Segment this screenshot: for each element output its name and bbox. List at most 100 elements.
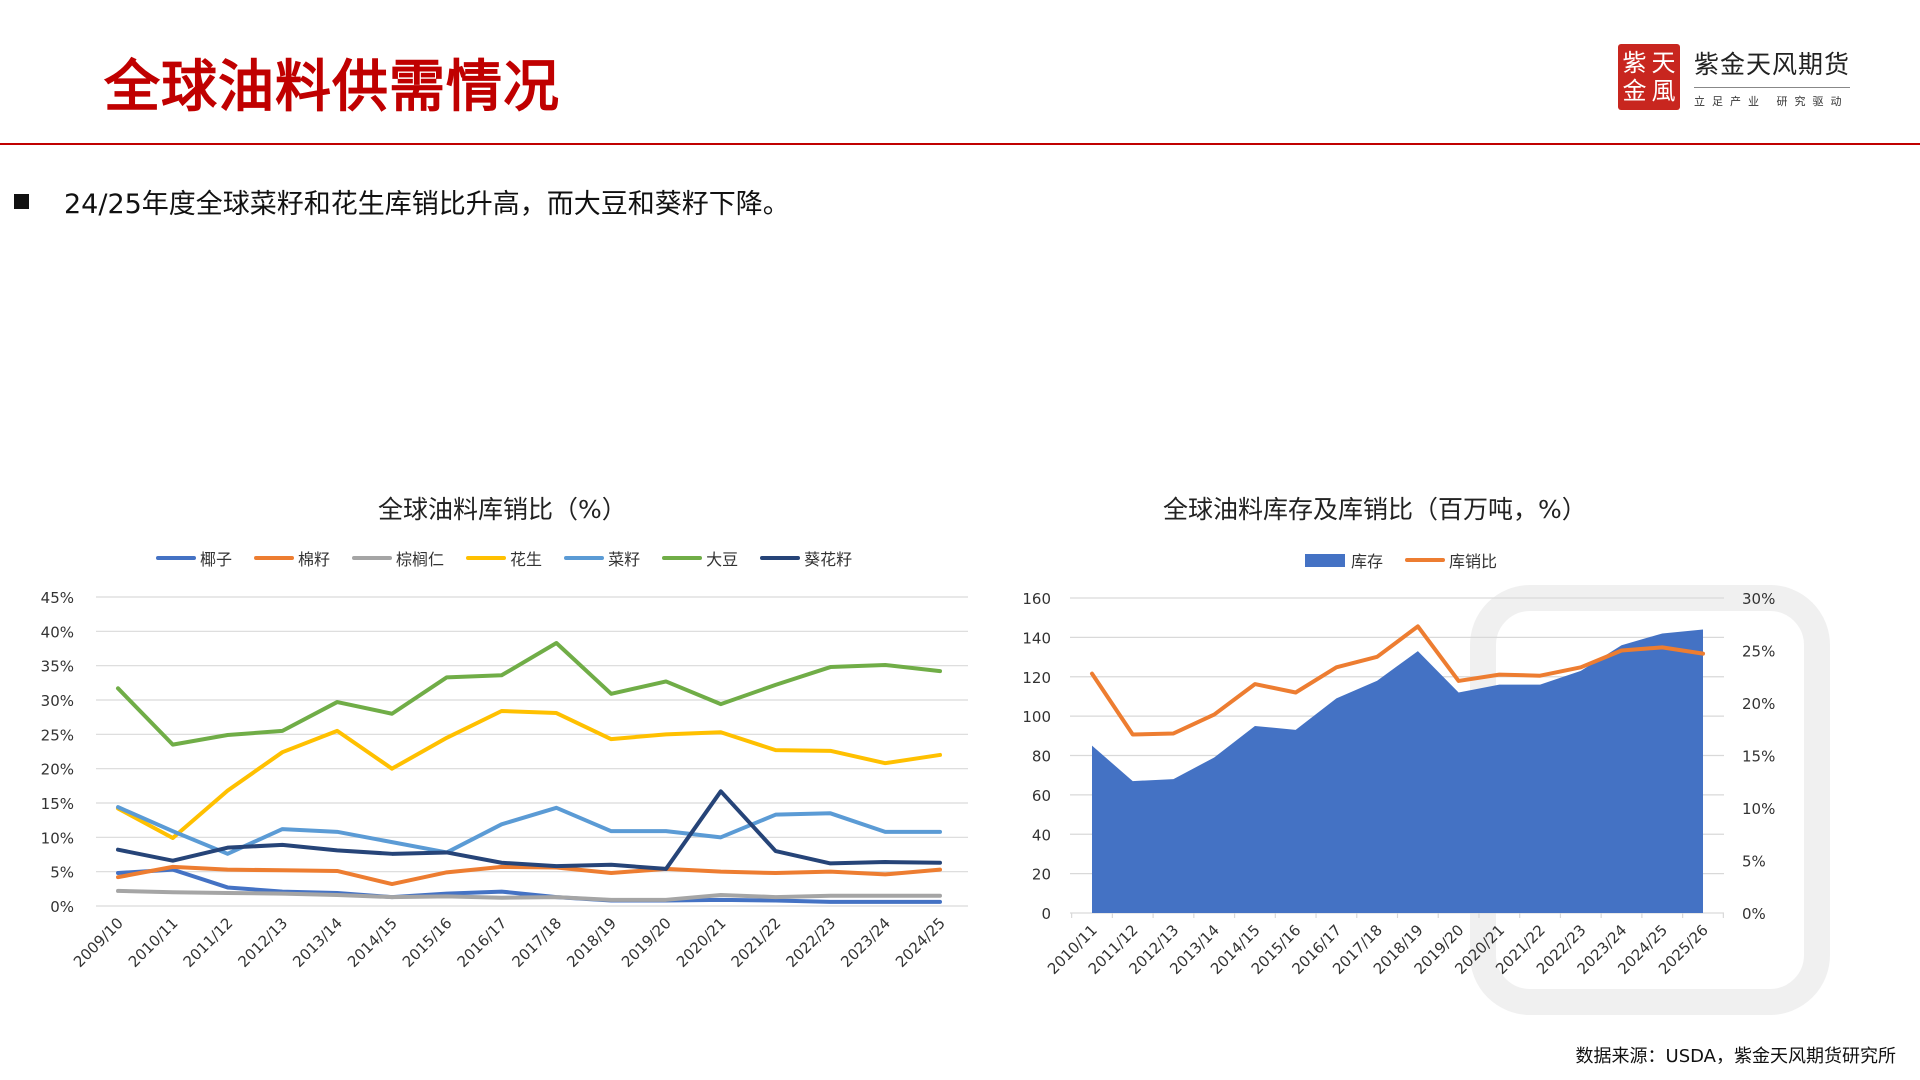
ratio-line <box>1090 624 1705 737</box>
svg-text:2024/25: 2024/25 <box>892 914 949 971</box>
series-line <box>116 789 942 871</box>
svg-text:20%: 20% <box>1742 695 1775 713</box>
legend-swatch-icon <box>352 556 393 560</box>
chart-right-legend: 库存 库销比 <box>1305 548 1519 572</box>
bullet-text: 24/25年度全球菜籽和花生库销比升高，而大豆和葵籽下降。 <box>64 189 790 220</box>
legend-label: 花生 <box>510 550 543 569</box>
legend-label: 库存 <box>1351 552 1384 571</box>
chart-left-legend: 椰子 棉籽 棕榈仁 花生 菜籽 大豆 葵花籽 <box>156 546 874 570</box>
logo-text: 紫金天风期货 立足产业 研究驱动 <box>1694 45 1851 109</box>
watermark-seal-icon <box>1470 585 1830 1015</box>
legend-label: 葵花籽 <box>804 550 853 569</box>
svg-text:20%: 20% <box>41 761 74 779</box>
chart-left-title: 全球油料库销比（%） <box>378 495 627 524</box>
legend-swatch-icon <box>1405 558 1446 562</box>
svg-text:35%: 35% <box>41 658 74 676</box>
svg-text:2009/10: 2009/10 <box>70 914 127 971</box>
svg-text:80: 80 <box>1032 748 1051 766</box>
svg-text:25%: 25% <box>41 726 74 744</box>
series-line <box>116 864 942 887</box>
svg-text:140: 140 <box>1022 629 1051 647</box>
legend-item: 库存 <box>1305 548 1383 572</box>
bullet-point: 24/25年度全球菜籽和花生库销比升高，而大豆和葵籽下降。 <box>14 182 790 221</box>
legend-swatch-icon <box>466 556 507 560</box>
svg-text:30%: 30% <box>1742 590 1775 608</box>
legend-swatch-icon <box>760 556 801 560</box>
legend-label: 库销比 <box>1449 552 1498 571</box>
seal-char: 天 <box>1651 49 1676 77</box>
seal-char: 風 <box>1651 77 1676 105</box>
legend-label: 大豆 <box>706 550 739 569</box>
svg-text:2019/20: 2019/20 <box>618 914 675 971</box>
legend-item: 菜籽 <box>564 546 640 570</box>
seal-icon: 紫 天 金 風 <box>1618 44 1680 110</box>
svg-text:45%: 45% <box>41 589 74 607</box>
svg-text:120: 120 <box>1022 669 1051 687</box>
legend-label: 菜籽 <box>608 550 641 569</box>
chart-right-title: 全球油料库存及库销比（百万吨，%） <box>1163 495 1587 524</box>
legend-swatch-icon <box>254 556 295 560</box>
svg-text:2014/15: 2014/15 <box>344 914 401 971</box>
svg-text:2017/18: 2017/18 <box>508 914 565 971</box>
header-divider <box>0 143 1920 145</box>
svg-text:15%: 15% <box>41 795 74 813</box>
page-title: 全球油料供需情况 <box>104 54 560 120</box>
series-line <box>116 867 942 904</box>
legend-swatch-icon <box>564 556 605 560</box>
legend-label: 棉籽 <box>298 550 331 569</box>
svg-text:40: 40 <box>1032 826 1051 844</box>
legend-item: 库销比 <box>1405 548 1497 572</box>
svg-text:2015/16: 2015/16 <box>399 914 456 971</box>
series-line <box>116 888 942 902</box>
legend-swatch-icon <box>156 556 196 560</box>
company-name: 紫金天风期货 <box>1694 45 1851 88</box>
svg-text:5%: 5% <box>50 864 74 882</box>
svg-text:2021/22: 2021/22 <box>728 914 785 971</box>
svg-text:2011/12: 2011/12 <box>180 914 237 971</box>
legend-swatch-icon <box>662 556 703 560</box>
svg-text:2018/19: 2018/19 <box>563 914 620 971</box>
svg-text:2016/17: 2016/17 <box>454 914 511 971</box>
svg-text:10%: 10% <box>1742 800 1775 818</box>
legend-item: 葵花籽 <box>760 546 852 570</box>
svg-text:0: 0 <box>1041 905 1051 923</box>
svg-text:10%: 10% <box>41 829 74 847</box>
chart-left-plot: 0% 5% 10% 15% 20% 25% 30% 35% 40% 45% 2009/102010/… <box>41 589 968 971</box>
data-source-note: 数据来源：USDA，紫金天风期货研究所 <box>1575 1046 1896 1067</box>
series-line <box>116 805 942 856</box>
stock-area <box>1092 629 1703 913</box>
svg-text:5%: 5% <box>1742 853 1766 871</box>
svg-text:15%: 15% <box>1742 748 1775 766</box>
svg-text:30%: 30% <box>41 692 74 710</box>
series-line <box>116 641 942 747</box>
svg-text:20: 20 <box>1032 866 1051 884</box>
svg-text:0%: 0% <box>1742 905 1766 923</box>
seal-char: 紫 <box>1622 49 1647 77</box>
svg-text:2023/24: 2023/24 <box>837 914 894 971</box>
svg-text:2010/11: 2010/11 <box>125 914 182 971</box>
bullet-square-icon <box>14 194 29 209</box>
legend-item: 棉籽 <box>254 546 330 570</box>
svg-text:40%: 40% <box>41 623 74 641</box>
company-logo: 紫 天 金 風 紫金天风期货 立足产业 研究驱动 <box>1618 44 1851 110</box>
series-line <box>116 708 942 841</box>
chart-right-plot: 0 20 40 60 80 100 120 140 160 0% 5% 10% 15% 20% 25% 30%… <box>1022 590 1775 978</box>
company-slogan: 立足产业 研究驱动 <box>1694 95 1849 108</box>
svg-text:2012/13: 2012/13 <box>234 914 291 971</box>
svg-text:2013/14: 2013/14 <box>289 914 346 971</box>
svg-text:25%: 25% <box>1742 643 1775 661</box>
legend-label: 棕榈仁 <box>396 550 445 569</box>
seal-char: 金 <box>1622 77 1647 105</box>
legend-item: 花生 <box>466 546 542 570</box>
svg-text:0%: 0% <box>50 898 74 916</box>
legend-item: 椰子 <box>156 546 232 570</box>
legend-item: 棕榈仁 <box>352 546 444 570</box>
svg-text:2020/21: 2020/21 <box>673 914 730 971</box>
legend-item: 大豆 <box>662 546 738 570</box>
svg-text:160: 160 <box>1022 590 1051 608</box>
legend-swatch-icon <box>1305 553 1345 567</box>
svg-text:60: 60 <box>1032 787 1051 805</box>
svg-text:100: 100 <box>1022 708 1051 726</box>
legend-label: 椰子 <box>200 550 233 569</box>
svg-text:2022/23: 2022/23 <box>782 914 839 971</box>
